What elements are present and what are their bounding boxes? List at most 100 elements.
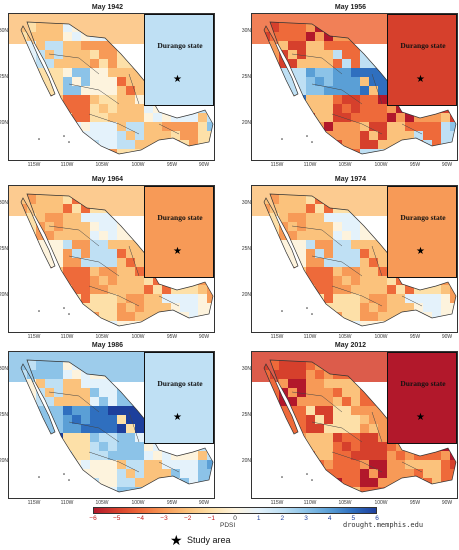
longitude-label: 100W xyxy=(131,500,145,506)
longitude-label: 115W xyxy=(27,162,41,168)
star-icon: ★ xyxy=(173,74,182,85)
latitude-label: 25N xyxy=(0,412,8,418)
colorbar-tick: −6 xyxy=(89,515,97,522)
colorbar-tick: −3 xyxy=(160,515,168,522)
inset-label: Durango state xyxy=(157,213,203,222)
longitude-label: 105W xyxy=(338,334,352,340)
colorbar-title: PDSI xyxy=(220,522,236,529)
latitude-label: 30N xyxy=(241,200,251,206)
durango-inset: Durango state ★ xyxy=(387,352,457,444)
colorbar-tick: 2 xyxy=(280,515,285,522)
colorbar-tick: 3 xyxy=(304,515,308,522)
longitude-label: 90W xyxy=(441,334,453,340)
star-icon: ★ xyxy=(416,74,425,85)
longitude-label: 100W xyxy=(374,500,388,506)
longitude-label: 105W xyxy=(95,162,109,168)
pdsi-map: Durango state ★ xyxy=(251,13,458,161)
pdsi-map: Durango state ★ xyxy=(8,185,215,333)
star-icon: ★ xyxy=(416,246,425,257)
longitude-label: 95W xyxy=(409,334,421,340)
longitude-label: 90W xyxy=(441,500,453,506)
inset-label: Durango state xyxy=(400,379,446,388)
latitude-label: 25N xyxy=(0,74,8,80)
star-icon: ★ xyxy=(170,532,183,548)
longitude-label: 90W xyxy=(198,500,210,506)
pdsi-map: Durango state ★ xyxy=(251,351,458,499)
latitude-label: 20N xyxy=(241,458,251,464)
longitude-label: 90W xyxy=(198,334,210,340)
longitude-label: 115W xyxy=(27,500,41,506)
latitude-label: 20N xyxy=(0,120,8,126)
colorbar-tick: 5 xyxy=(351,515,356,522)
longitude-label: 105W xyxy=(338,500,352,506)
longitude-label: 90W xyxy=(198,162,210,168)
colorbar-tick: 1 xyxy=(256,515,261,522)
colorbar-tick: −4 xyxy=(136,515,145,522)
legend-label: Study area xyxy=(187,535,231,545)
longitude-label: 95W xyxy=(166,500,178,506)
longitude-label: 100W xyxy=(374,162,388,168)
colorbar-tick: −5 xyxy=(112,515,121,522)
colorbar-tick: 6 xyxy=(375,515,379,522)
star-icon: ★ xyxy=(173,412,182,423)
longitude-label: 115W xyxy=(270,500,284,506)
durango-inset: Durango state ★ xyxy=(144,14,214,106)
latitude-label: 20N xyxy=(241,292,251,298)
longitude-label: 100W xyxy=(131,334,145,340)
panel-title: May 1942 xyxy=(91,4,124,11)
star-icon: ★ xyxy=(416,412,425,423)
longitude-label: 115W xyxy=(270,334,284,340)
latitude-label: 30N xyxy=(0,366,8,372)
panel-title: May 1964 xyxy=(91,176,124,183)
latitude-label: 20N xyxy=(0,458,8,464)
longitude-label: 110W xyxy=(60,334,74,340)
pdsi-colorbar xyxy=(93,507,377,514)
longitude-label: 95W xyxy=(409,162,421,168)
longitude-label: 90W xyxy=(441,162,453,168)
map-panel: May 1974 Durango state ★ 30N 25N 20N 115W 110W 1… xyxy=(241,176,458,340)
latitude-label: 20N xyxy=(241,120,251,126)
latitude-label: 20N xyxy=(0,292,8,298)
durango-inset: Durango state ★ xyxy=(144,186,214,278)
source-credit: drought.memphis.edu xyxy=(343,521,424,529)
inset-label: Durango state xyxy=(400,41,446,50)
longitude-label: 110W xyxy=(60,500,74,506)
inset-label: Durango state xyxy=(157,379,203,388)
longitude-label: 100W xyxy=(374,334,388,340)
map-panel: May 1956 Durango state ★ 30N 25N 20N 115W 110W 1… xyxy=(241,4,458,168)
map-panel: May 1986 Durango state ★ 30N 25N 20N 115W 110W 1… xyxy=(0,342,215,506)
colorbar-tick: −2 xyxy=(183,515,192,522)
colorbar-tick: 0 xyxy=(233,515,237,522)
inset-label: Durango state xyxy=(157,41,203,50)
panel-title: May 1986 xyxy=(91,342,124,349)
map-panel: May 1942 Durango state ★ 30N 25N 20N 115W 110W 1… xyxy=(0,4,215,168)
inset-label: Durango state xyxy=(400,213,446,222)
longitude-label: 110W xyxy=(60,162,74,168)
longitude-label: 100W xyxy=(131,162,145,168)
pdsi-map: Durango state ★ xyxy=(8,351,215,499)
longitude-label: 115W xyxy=(270,162,284,168)
longitude-label: 115W xyxy=(27,334,41,340)
latitude-label: 25N xyxy=(0,246,8,252)
colorbar-tick: −1 xyxy=(207,515,216,522)
durango-inset: Durango state ★ xyxy=(144,352,214,444)
panel-title: May 1956 xyxy=(334,4,367,11)
longitude-label: 95W xyxy=(166,162,178,168)
latitude-label: 30N xyxy=(0,28,8,34)
latitude-label: 30N xyxy=(241,366,251,372)
durango-inset: Durango state ★ xyxy=(387,186,457,278)
durango-inset: Durango state ★ xyxy=(387,14,457,106)
latitude-label: 30N xyxy=(0,200,8,206)
latitude-label: 25N xyxy=(241,246,251,252)
pdsi-map: Durango state ★ xyxy=(251,185,458,333)
longitude-label: 105W xyxy=(95,500,109,506)
longitude-label: 105W xyxy=(95,334,109,340)
longitude-label: 105W xyxy=(338,162,352,168)
star-icon: ★ xyxy=(173,246,182,257)
map-panel: May 1964 Durango state ★ 30N 25N 20N 115W 110W 1… xyxy=(0,176,215,340)
pdsi-map: Durango state ★ xyxy=(8,13,215,161)
longitude-label: 110W xyxy=(303,500,317,506)
longitude-label: 95W xyxy=(409,500,421,506)
panel-title: May 1974 xyxy=(334,176,367,183)
latitude-label: 25N xyxy=(241,74,251,80)
